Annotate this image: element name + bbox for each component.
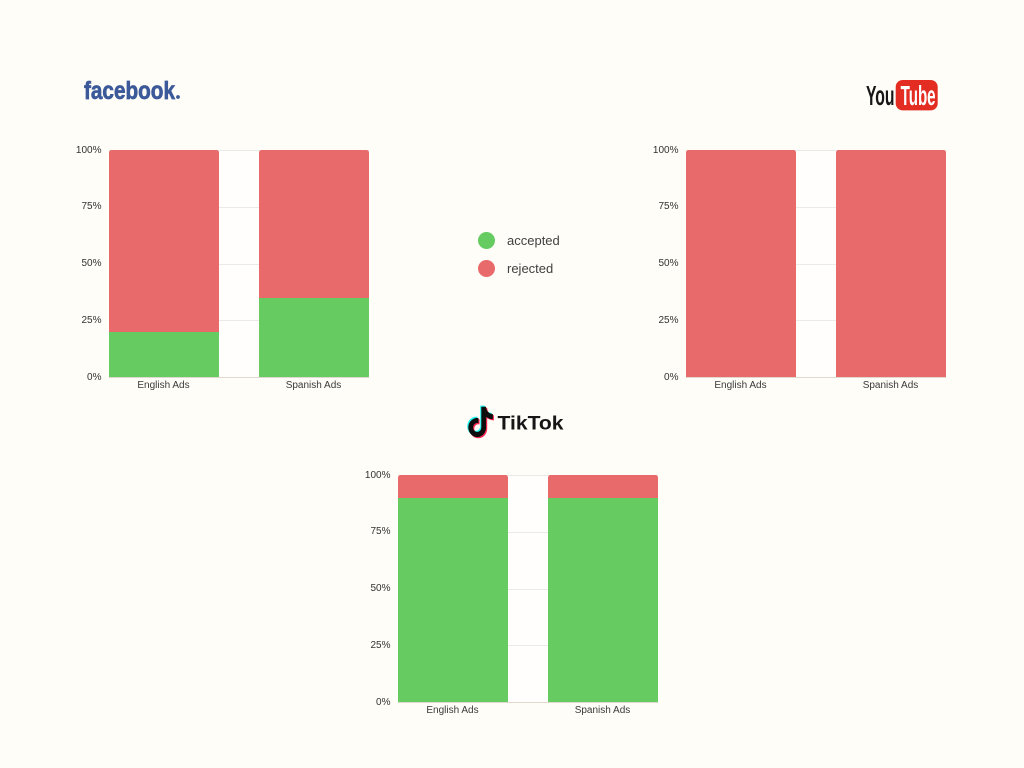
svg-text:facebook: facebook <box>84 77 175 103</box>
svg-text:You: You <box>866 80 895 111</box>
svg-text:Tube: Tube <box>901 80 936 111</box>
svg-text:TikTok: TikTok <box>498 412 564 434</box>
